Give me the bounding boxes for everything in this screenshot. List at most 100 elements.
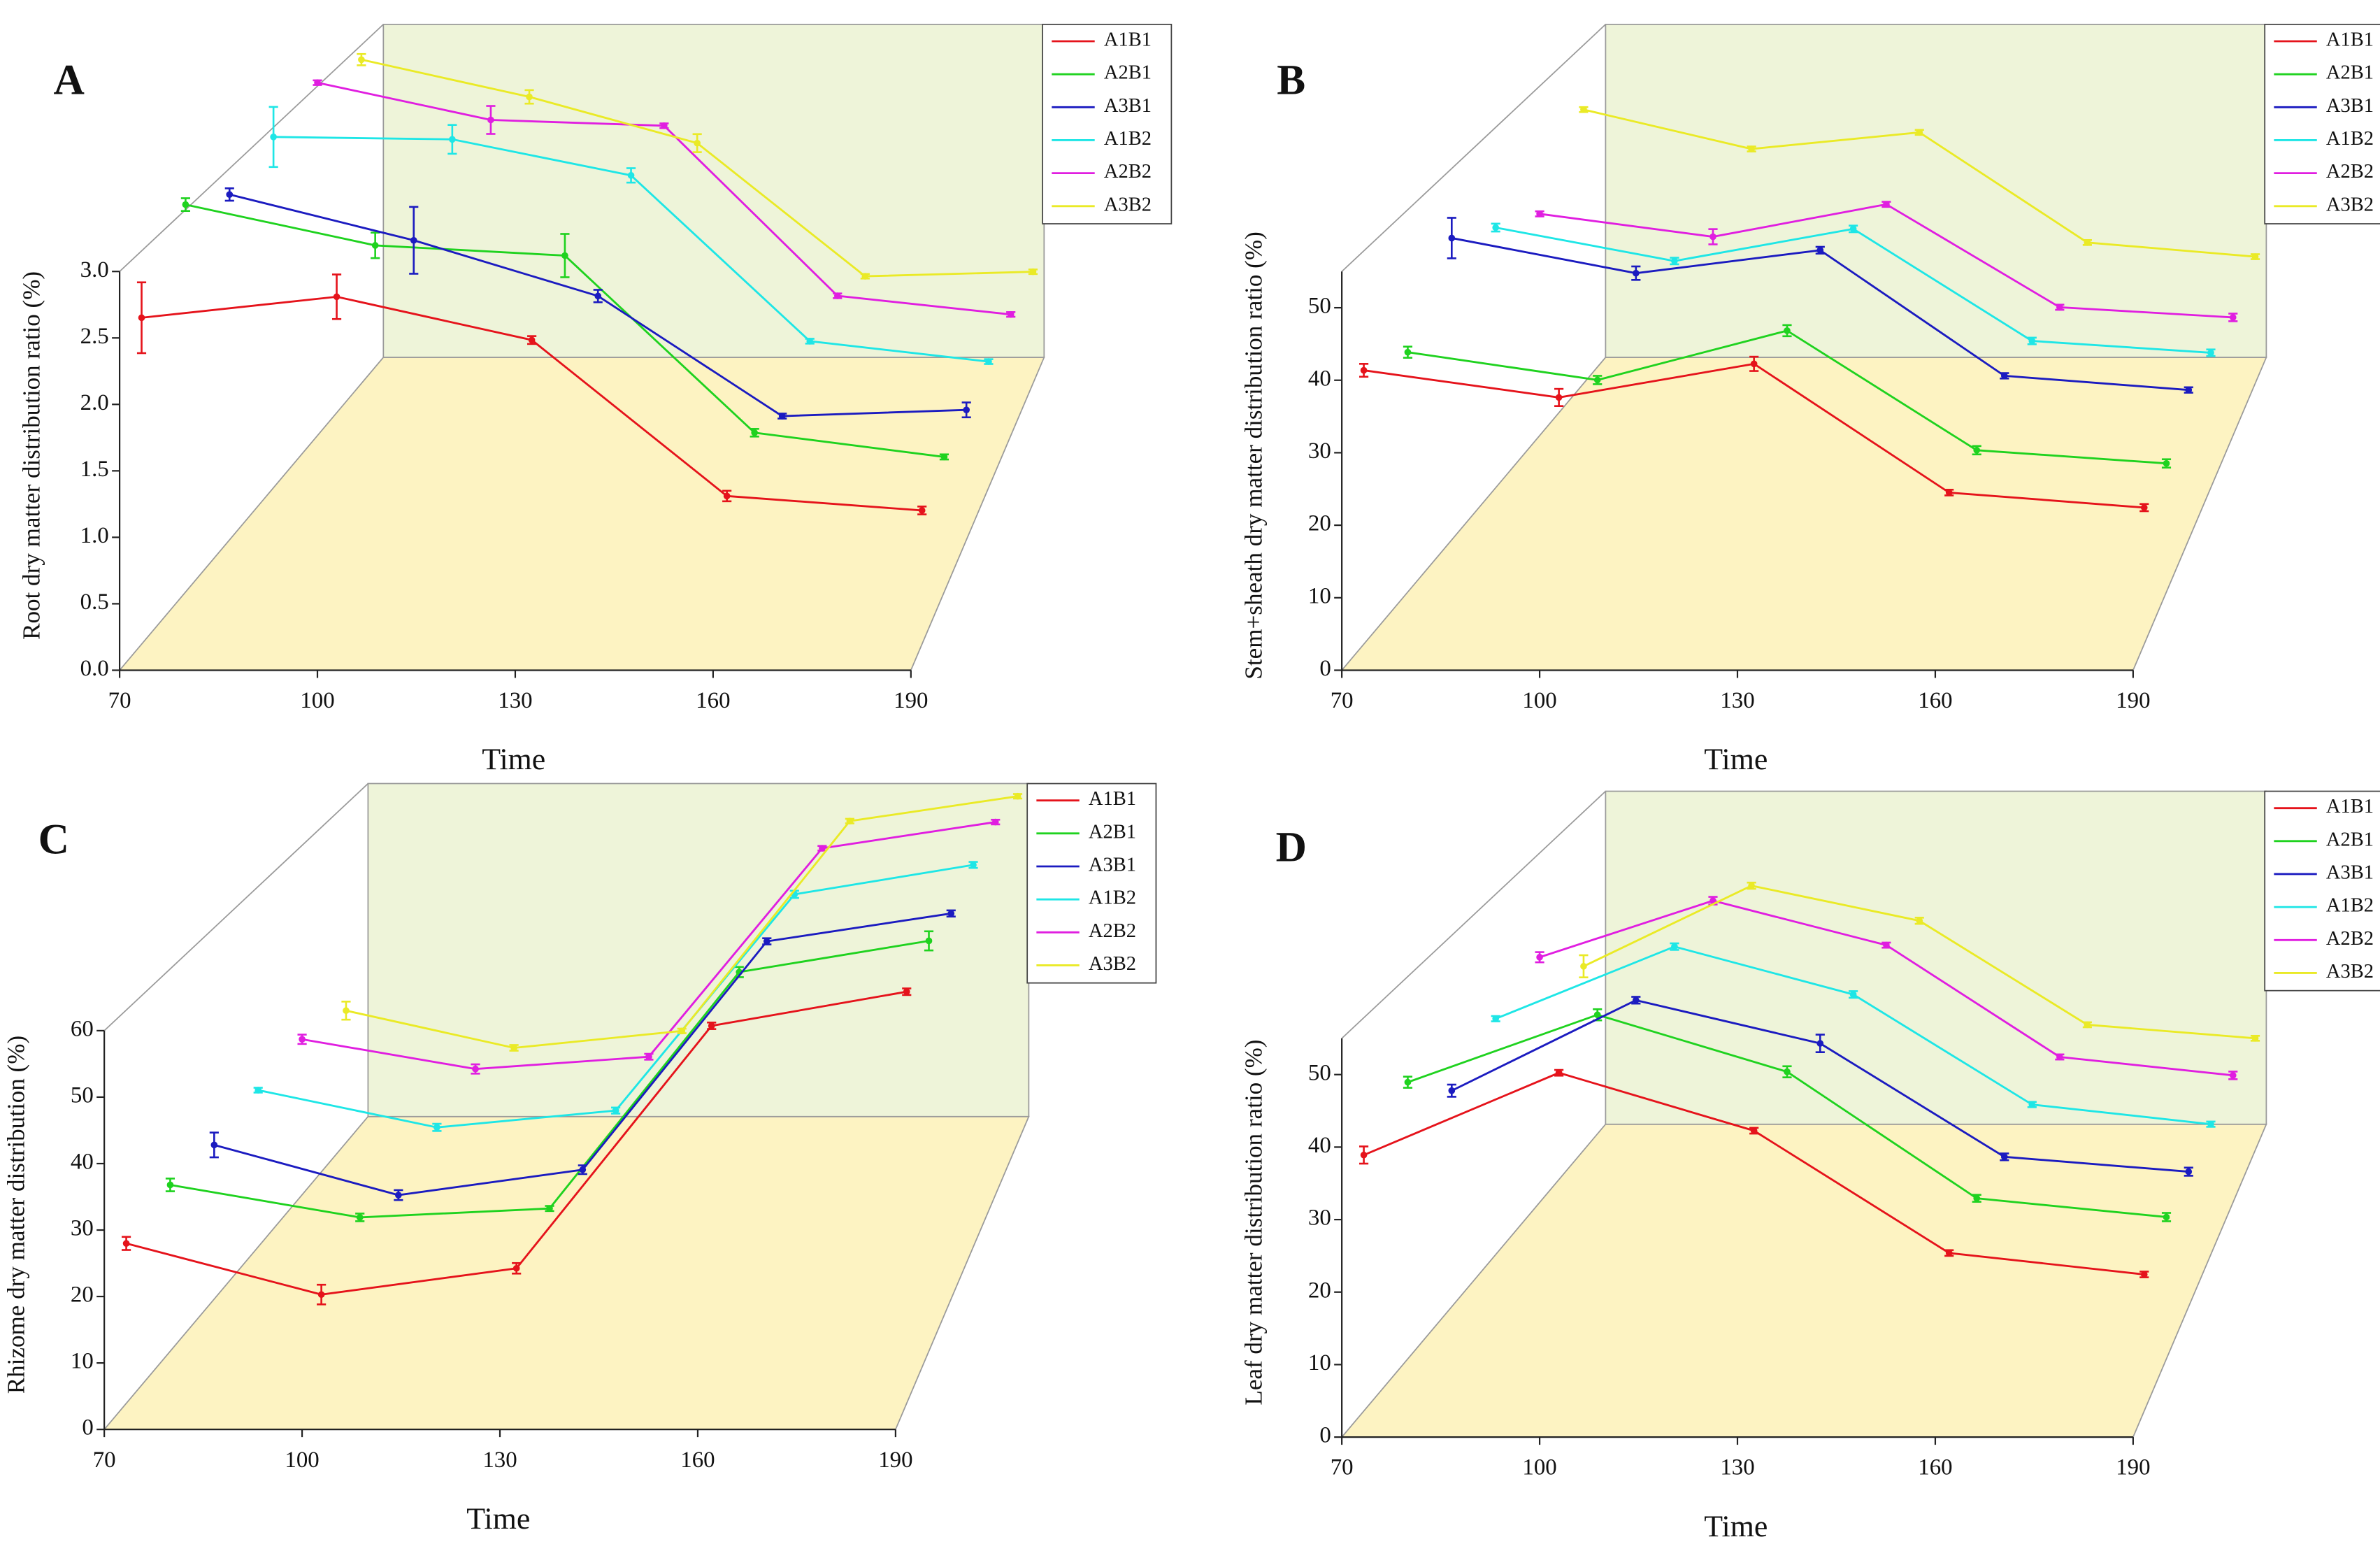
legend-label: A1B1 <box>1089 788 1136 810</box>
point <box>661 122 668 129</box>
panel-label: A <box>54 57 85 104</box>
point <box>2251 1034 2259 1042</box>
point <box>1748 145 1755 152</box>
point <box>487 116 494 124</box>
point <box>358 56 365 64</box>
legend-box <box>1042 23 1173 224</box>
point <box>371 242 379 249</box>
y-tick-label: 60 <box>71 1016 94 1041</box>
point <box>317 1291 325 1299</box>
point <box>1580 106 1587 113</box>
point <box>846 817 854 825</box>
x-tick-label: 160 <box>680 1448 715 1473</box>
legend-label: A2B2 <box>1104 161 1152 183</box>
y-tick-label: 50 <box>1308 1060 1331 1085</box>
point <box>1750 360 1758 368</box>
point <box>2185 386 2193 394</box>
point <box>1816 246 1824 254</box>
point <box>645 1053 652 1061</box>
x-tick-label: 190 <box>878 1448 912 1473</box>
y-tick-label: 0 <box>82 1415 93 1441</box>
point <box>299 1036 306 1043</box>
point <box>903 988 910 996</box>
point <box>708 1022 715 1029</box>
point <box>2185 1168 2193 1175</box>
legend-label: A3B1 <box>2326 95 2374 117</box>
x-tick-label: 70 <box>93 1448 116 1473</box>
legend-label: A2B2 <box>1089 920 1136 942</box>
legend-label: A2B2 <box>2326 928 2374 950</box>
point <box>526 93 533 101</box>
floor <box>118 357 1045 671</box>
point <box>343 1007 350 1015</box>
point <box>449 136 456 143</box>
point <box>819 845 826 852</box>
frame-edge <box>119 24 384 272</box>
x-tick-label: 190 <box>2116 688 2150 713</box>
point <box>1536 210 1543 217</box>
point <box>627 171 635 179</box>
point <box>1404 348 1412 356</box>
point <box>2140 504 2148 511</box>
legend-label: A3B1 <box>1089 855 1136 876</box>
legend-label: A3B1 <box>1104 95 1152 117</box>
y-axis-title: Leaf dry matter distribution ratio (%) <box>1240 1040 1267 1406</box>
y-tick-label: 40 <box>71 1150 94 1175</box>
point <box>546 1205 553 1213</box>
y-tick-label: 0 <box>1319 656 1331 681</box>
floor <box>1340 1123 2267 1438</box>
y-tick-label: 30 <box>1308 1206 1331 1231</box>
back-wall <box>1605 23 2267 358</box>
point <box>1784 327 1791 334</box>
point <box>678 1027 686 1035</box>
legend-label: A3B1 <box>2326 862 2374 884</box>
point <box>1007 310 1015 318</box>
x-tick-label: 70 <box>1331 688 1354 713</box>
y-tick-label: 10 <box>1308 1350 1331 1375</box>
panel: 0 10 20 30 40 50 70 100 130 160 190 Time Leaf dry ma… <box>1240 790 2380 1543</box>
point <box>1593 1011 1601 1019</box>
point <box>1448 234 1456 242</box>
x-axis-title: Time <box>1704 743 1768 776</box>
legend-label: A1B2 <box>2326 895 2374 917</box>
legend-label: A3B2 <box>1104 194 1152 215</box>
frame-edge <box>1341 790 1606 1039</box>
point <box>2000 372 2008 380</box>
legend-label: A2B1 <box>1089 821 1136 843</box>
point <box>333 293 340 301</box>
y-axis-title: Stem+sheath dry matter distribution rati… <box>1240 231 1267 679</box>
legend-label: A3B2 <box>2326 961 2374 982</box>
y-tick-label: 20 <box>1308 1278 1331 1303</box>
x-tick-label: 130 <box>482 1448 517 1473</box>
point <box>166 1181 174 1189</box>
point <box>1748 882 1755 889</box>
legend-box <box>2264 23 2380 224</box>
legend-label: A2B1 <box>1104 62 1152 84</box>
y-tick-label: 10 <box>71 1349 94 1374</box>
point <box>433 1124 440 1131</box>
point <box>1555 394 1563 401</box>
legend-label: A1B1 <box>1104 29 1152 51</box>
point <box>1973 1194 1981 1202</box>
point <box>356 1214 364 1221</box>
point <box>138 314 145 322</box>
x-tick-label: 130 <box>1720 1455 1754 1480</box>
point <box>1492 224 1500 231</box>
floor <box>1340 357 2267 671</box>
x-tick-label: 160 <box>1918 688 1952 713</box>
point <box>1360 1151 1368 1159</box>
legend-label: A3B2 <box>1089 953 1136 975</box>
panel-label: B <box>1277 57 1305 104</box>
point <box>255 1087 262 1094</box>
frame-edge <box>103 782 368 1031</box>
x-tick-label: 160 <box>696 688 730 713</box>
point <box>579 1166 587 1173</box>
point <box>561 252 568 259</box>
point <box>612 1107 619 1114</box>
point <box>210 1141 218 1149</box>
x-axis-title: Time <box>466 1502 530 1536</box>
legend-box <box>2264 790 2380 992</box>
point <box>1360 366 1368 374</box>
back-wall <box>1605 790 2267 1125</box>
